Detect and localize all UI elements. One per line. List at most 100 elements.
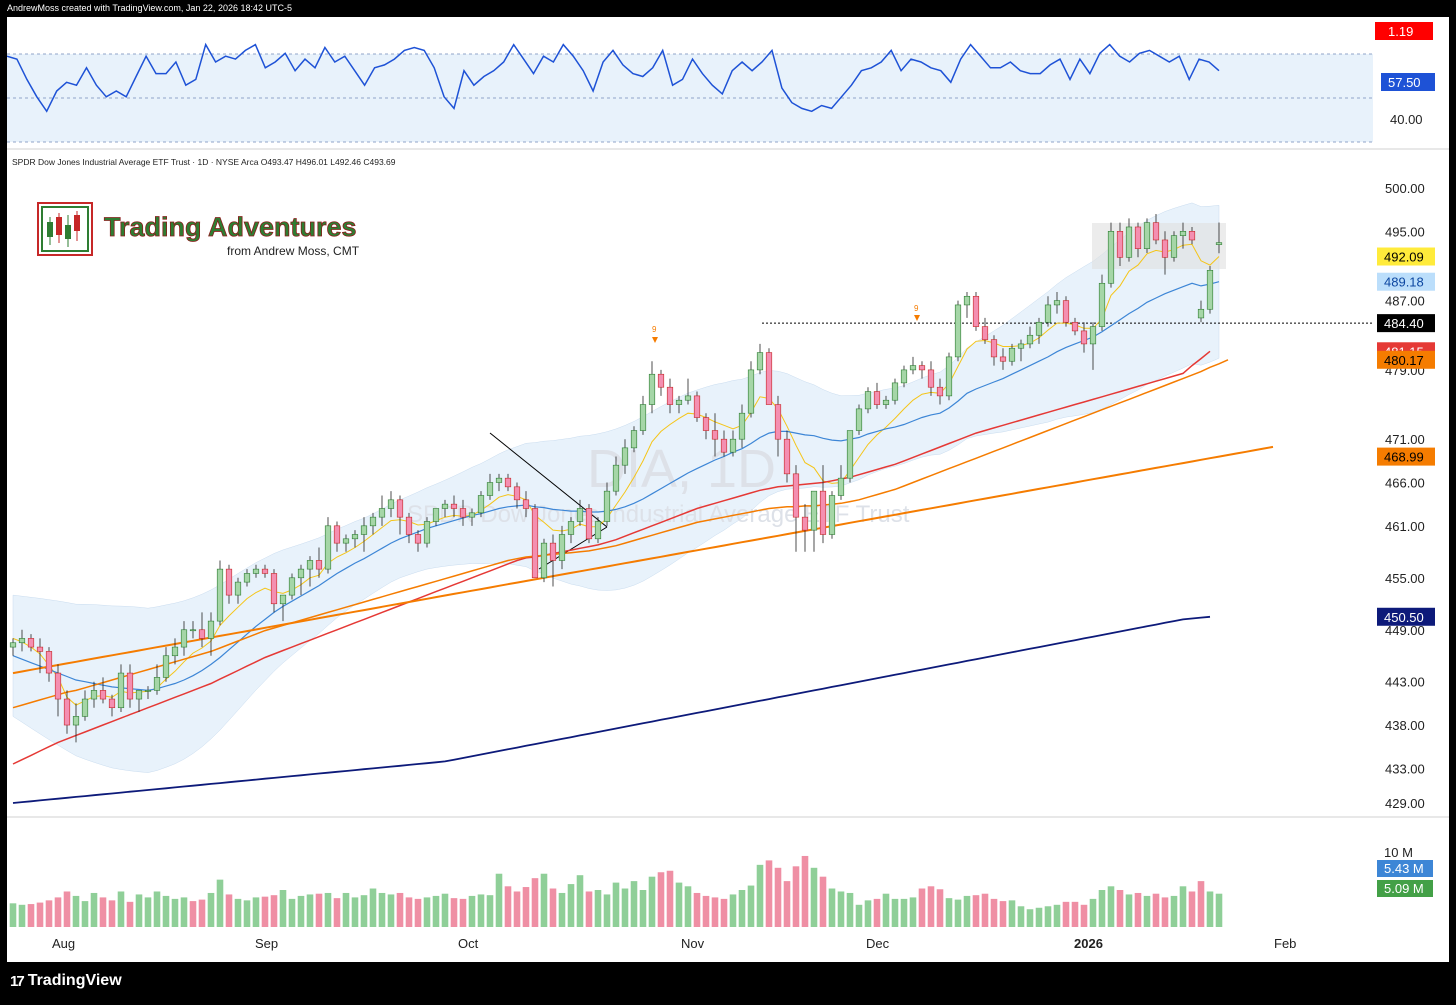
legend-text: SPDR Dow Jones Industrial Average ETF Tr… — [12, 157, 396, 167]
candle-body — [288, 577, 296, 596]
candle-body — [81, 698, 89, 717]
candle-body — [99, 690, 107, 700]
candle — [639, 395, 647, 435]
candle-body — [1179, 231, 1187, 236]
volume-bar — [1017, 906, 1025, 927]
candle-body — [1125, 226, 1133, 258]
candle — [189, 621, 197, 639]
candle — [1143, 218, 1151, 253]
chart-svg[interactable]: 40.00 1.19 57.50 SPDR Dow Jones Industri… — [6, 17, 1449, 962]
price-label-bg — [1377, 314, 1435, 333]
candle-body — [459, 508, 467, 518]
candle — [252, 564, 260, 578]
volume-bar — [963, 895, 971, 927]
candle-body — [144, 690, 152, 692]
price-tick: 443.00 — [1385, 675, 1425, 690]
volume-bar — [756, 864, 764, 927]
candle-body — [36, 646, 44, 652]
candle — [666, 378, 674, 414]
volume-bar — [1107, 886, 1115, 927]
candle — [288, 573, 296, 600]
time-axis[interactable]: Aug Sep Oct Nov Dec 2026 Feb — [52, 936, 1296, 951]
candle — [45, 647, 53, 682]
volume-bar — [990, 898, 998, 927]
volume-bar — [729, 894, 737, 927]
candle — [819, 465, 827, 544]
candle-body — [621, 447, 629, 466]
volume-bar — [981, 893, 989, 927]
volume-bar — [918, 888, 926, 927]
tradingview-logo[interactable]: 17 TradingView — [10, 972, 122, 990]
volume-bar — [585, 891, 593, 927]
volume-bar — [693, 892, 701, 927]
candle — [18, 629, 26, 652]
candle — [27, 634, 35, 652]
candle-body — [1188, 231, 1196, 241]
logo-subtitle: from Andrew Moss, CMT — [227, 244, 360, 258]
candle — [126, 664, 134, 708]
volume-bar — [1035, 907, 1043, 927]
candle-body — [891, 382, 899, 401]
volume-bar — [594, 890, 602, 927]
volume-bar — [180, 897, 188, 927]
candle — [972, 291, 980, 331]
candle — [936, 378, 944, 405]
candle — [1116, 222, 1124, 266]
candle — [828, 491, 836, 539]
price-label-bg — [1377, 247, 1435, 266]
candle-body — [216, 568, 224, 622]
candle-body — [450, 503, 458, 509]
x-tick-feb: Feb — [1274, 936, 1296, 951]
volume-bar — [351, 897, 359, 927]
ma-line-ma200 — [12, 615, 1211, 804]
candle-body — [936, 386, 944, 397]
candle — [846, 430, 854, 483]
candle-body — [9, 642, 17, 648]
candle-body — [990, 339, 998, 358]
candle-body — [441, 503, 449, 509]
candle — [630, 426, 638, 453]
candle-body — [585, 508, 593, 540]
price-label: 492.09 — [1384, 250, 1424, 265]
candle-body — [207, 620, 215, 639]
candle — [243, 569, 251, 587]
candle — [1035, 317, 1043, 344]
candle — [234, 577, 242, 604]
candle-body — [396, 499, 404, 518]
candle-body — [495, 477, 503, 483]
candle — [954, 300, 962, 362]
candle-body — [1044, 304, 1052, 323]
volume-bar — [927, 886, 935, 927]
volume-bar — [225, 894, 233, 927]
volume-bar — [234, 898, 242, 927]
candle — [918, 361, 926, 379]
candle — [117, 664, 125, 713]
trading-adventures-logo: Trading Adventures from Andrew Moss, CMT — [37, 202, 360, 258]
candle — [477, 491, 485, 518]
candle — [702, 413, 710, 440]
candle-body — [558, 534, 566, 561]
candle-body — [468, 512, 476, 518]
candle — [81, 690, 89, 721]
candle-body — [630, 430, 638, 449]
volume-bar — [144, 897, 152, 927]
candle-body — [810, 490, 818, 531]
volume-bar — [540, 873, 548, 927]
candle — [1026, 326, 1034, 349]
x-tick-oct: Oct — [458, 936, 479, 951]
candle-body — [1071, 321, 1079, 332]
volume-bar — [837, 891, 845, 927]
candle-body — [189, 629, 197, 632]
volume-bars — [9, 855, 1223, 927]
volume-bar — [639, 890, 647, 927]
candle-body — [279, 594, 287, 605]
candle-body — [378, 508, 386, 518]
volume-bar — [909, 897, 917, 927]
ma-line-sma20 — [12, 281, 1220, 692]
candle-body — [855, 408, 863, 431]
candle-body — [315, 560, 323, 570]
candle — [351, 530, 359, 548]
volume-bar — [270, 895, 278, 927]
price-label: 468.99 — [1384, 450, 1424, 465]
candle-body — [1080, 330, 1088, 345]
